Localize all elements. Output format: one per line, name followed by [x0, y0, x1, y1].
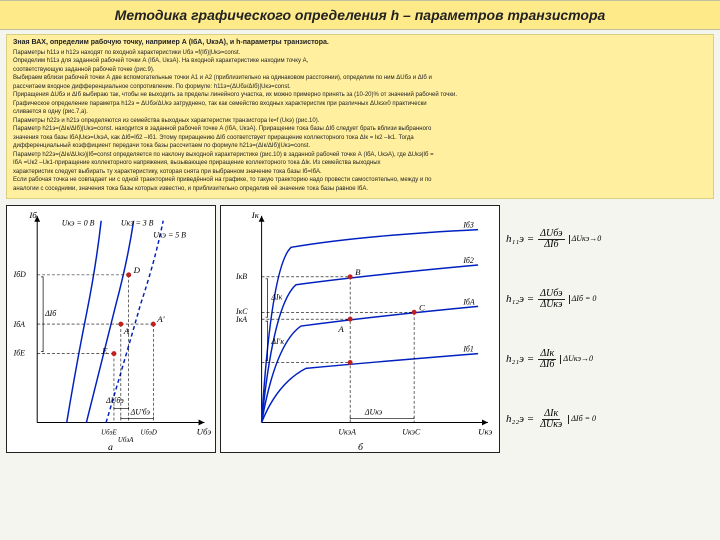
svg-text:IбE: IбE: [13, 349, 26, 358]
formula-h21: h₂₁э = ΔIкΔIб ΔUкэ→0: [506, 349, 712, 370]
svg-text:а: а: [108, 442, 113, 452]
y-axis-label: Iб: [28, 210, 37, 220]
formula-h11: h₁₁э = ΔUбэΔIб ΔUкэ→0: [506, 229, 712, 250]
formula-h12: h₁₂э = ΔUбэΔUкэ ΔIб = 0: [506, 289, 712, 310]
figure-row: Iб Uбэ Uкэ = 0 В Uкэ = 3 В Uкэ = 5 В D A: [0, 203, 720, 455]
svg-text:UбэЕ: UбэЕ: [101, 430, 117, 437]
svg-text:IбD: IбD: [13, 270, 27, 279]
svg-text:IкВ: IкВ: [235, 272, 247, 281]
intro-bold: Зная ВАХ, определим рабочую точку, напри…: [13, 39, 707, 48]
body-line: характеристик следует выбирать ту характ…: [13, 169, 707, 177]
svg-text:IбА: IбА: [462, 298, 475, 307]
body-line: значения тока базы IбА|Uкэ=UкэА, как ΔIб…: [13, 135, 707, 143]
svg-text:UкэС: UкэС: [402, 428, 421, 437]
svg-text:IбА: IбА: [13, 320, 26, 329]
svg-text:б: б: [358, 442, 364, 452]
body-line: Определим h11э для заданной рабочей точк…: [13, 58, 707, 66]
svg-text:IкА: IкА: [235, 315, 247, 324]
body-line: Параметры h22э и h21э определяются из се…: [13, 118, 707, 126]
svg-text:UбэD: UбэD: [141, 430, 157, 437]
svg-text:Iб1: Iб1: [462, 345, 474, 354]
body-line: Приращения ΔUбэ и ΔIб выбираю так, чтобы…: [13, 92, 707, 100]
body-text: Параметры h11э и h12э находят по входной…: [13, 50, 707, 194]
body-line: аналогии с соседними, значения тока базы…: [13, 186, 707, 194]
svg-text:A: A: [337, 324, 344, 334]
body-line: Если рабочая точка не совпадает ни с одн…: [13, 177, 707, 185]
svg-text:Iб3: Iб3: [462, 221, 474, 230]
body-line: Графическое определение параметра h12э =…: [13, 101, 707, 109]
page-title: Методика графического определения h – па…: [10, 7, 710, 23]
svg-text:ΔU'бэ: ΔU'бэ: [130, 408, 151, 417]
svg-text:C: C: [419, 303, 425, 313]
svg-text:ΔUбэ: ΔUбэ: [105, 396, 124, 405]
svg-text:Uкэ: Uкэ: [478, 427, 492, 437]
body-line: Параметр h22э=(ΔIк/ΔUкэ)|Iб=const опреде…: [13, 152, 707, 160]
formula-column: h₁₁э = ΔUбэΔIб ΔUкэ→0 h₁₂э = ΔUбэΔUкэ ΔI…: [504, 205, 714, 453]
body-line: Параметры h11э и h12э находят по входной…: [13, 50, 707, 58]
body-line: рассчитаем входное дифференциальное сопр…: [13, 84, 707, 92]
body-line: Параметр h21э=(ΔIк/ΔIб)|Uкэ=const. наход…: [13, 126, 707, 134]
svg-text:Iб2: Iб2: [462, 256, 474, 265]
body-line: Выбираем вблизи рабочей точки А две вспо…: [13, 75, 707, 83]
svg-text:Uкэ = 0 В: Uкэ = 0 В: [62, 219, 95, 228]
svg-text:D: D: [133, 265, 141, 275]
formula-h22: h₂₂э = ΔIкΔUкэ ΔIб = 0: [506, 409, 712, 430]
body-line: IбА =Uк2 –Uк1-приращение коллекторного н…: [13, 160, 707, 168]
svg-text:UбэА: UбэА: [118, 437, 134, 444]
svg-text:B: B: [355, 267, 361, 277]
svg-text:ΔIк: ΔIк: [270, 293, 282, 302]
svg-text:Uкэ = 5 В: Uкэ = 5 В: [153, 231, 186, 240]
svg-text:ΔI'к: ΔI'к: [270, 337, 284, 346]
x-axis-label: Uбэ: [197, 427, 212, 437]
svg-text:ΔIб: ΔIб: [44, 309, 57, 318]
svg-text:Iк: Iк: [251, 210, 260, 220]
svg-text:ΔUкэ: ΔUкэ: [364, 408, 383, 417]
chart-input-characteristics: Iб Uбэ Uкэ = 0 В Uкэ = 3 В Uкэ = 5 В D A: [6, 205, 216, 453]
description-box: Зная ВАХ, определим рабочую точку, напри…: [6, 34, 714, 199]
svg-text:E: E: [101, 346, 108, 356]
svg-text:A: A: [123, 326, 130, 336]
svg-text:A': A': [156, 314, 165, 324]
body-line: соответствующую заданной рабочей точке (…: [13, 67, 707, 75]
body-line: сливается в одну (рис.7,а).: [13, 109, 707, 117]
chart-output-characteristics: Iк Uкэ Iб3 Iб2 IбА Iб1 B C A IкВ: [220, 205, 500, 453]
title-band: Методика графического определения h – па…: [0, 0, 720, 30]
svg-text:UкэА: UкэА: [338, 428, 356, 437]
body-line: дифференциальный коэффициент передачи то…: [13, 143, 707, 151]
svg-text:Uкэ = 3 В: Uкэ = 3 В: [121, 219, 154, 228]
